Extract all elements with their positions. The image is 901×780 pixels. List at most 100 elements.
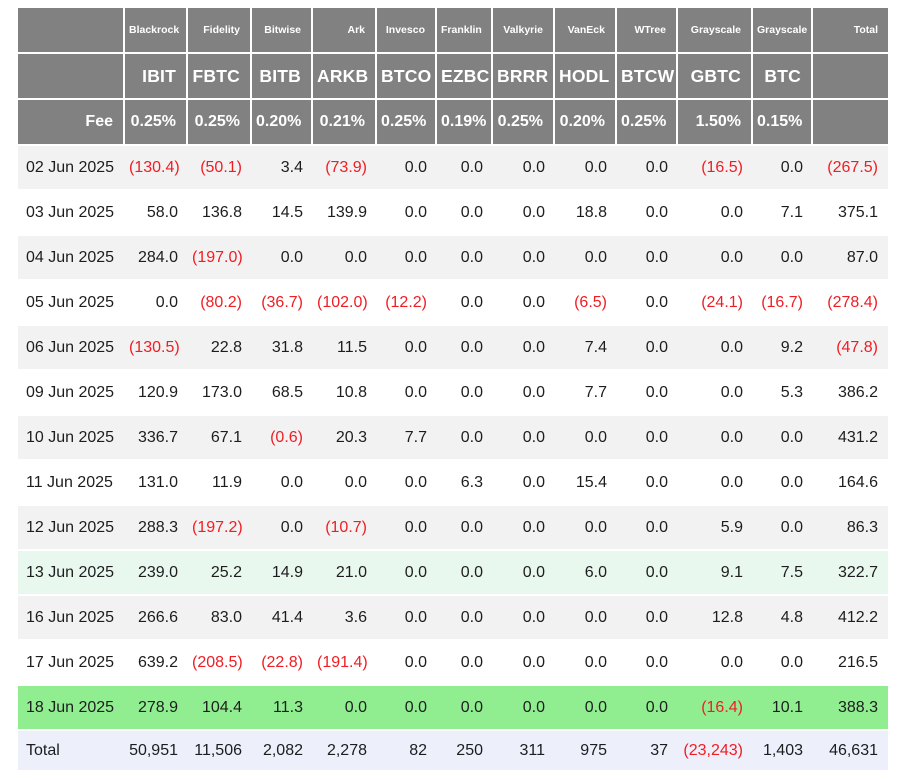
value-cell: 0.0 (437, 371, 493, 416)
value-cell: (24.1) (678, 281, 753, 326)
value-cell: (50.1) (188, 146, 252, 191)
ticker-header-cell: BRRR (493, 54, 555, 100)
value-cell: 7.7 (377, 416, 437, 461)
value-cell: 11.9 (188, 461, 252, 506)
value-cell: 7.4 (555, 326, 617, 371)
corner-header-cell (18, 54, 125, 100)
ticker-header-cell: ARKB (313, 54, 377, 100)
fee-header-cell: 0.20% (252, 100, 313, 146)
total-value-cell: 37 (617, 731, 678, 770)
value-cell: 0.0 (493, 236, 555, 281)
value-cell: 6.0 (555, 551, 617, 596)
value-cell: 239.0 (125, 551, 188, 596)
value-cell: 14.9 (252, 551, 313, 596)
value-cell: 0.0 (753, 461, 813, 506)
value-cell: 136.8 (188, 191, 252, 236)
value-cell: 0.0 (377, 236, 437, 281)
value-cell: 0.0 (437, 326, 493, 371)
value-cell: 7.7 (555, 371, 617, 416)
fee-header-cell: 0.15% (753, 100, 813, 146)
row-total-cell: 87.0 (813, 236, 888, 281)
value-cell: 0.0 (753, 641, 813, 686)
etf-flows-table: Blackrock Fidelity Bitwise Ark Invesco Frankl… (18, 8, 888, 770)
date-cell: 02 Jun 2025 (18, 146, 125, 191)
total-value-cell: 82 (377, 731, 437, 770)
issuer-header-cell: Franklin (437, 8, 493, 54)
ticker-header-cell: GBTC (678, 54, 753, 100)
value-cell: (16.5) (678, 146, 753, 191)
value-cell: 3.4 (252, 146, 313, 191)
value-cell: 0.0 (493, 146, 555, 191)
value-cell: 0.0 (617, 596, 678, 641)
table-row: 04 Jun 2025 284.0 (197.0) 0.0 0.0 0.0 0.0 0.0 0.… (18, 236, 888, 281)
value-cell: 0.0 (377, 371, 437, 416)
row-total-cell: 386.2 (813, 371, 888, 416)
fee-header-cell: 1.50% (678, 100, 753, 146)
value-cell: 0.0 (555, 686, 617, 731)
table-row: 03 Jun 2025 58.0 136.8 14.5 139.9 0.0 0.0 0.0 18… (18, 191, 888, 236)
value-cell: 0.0 (313, 461, 377, 506)
value-cell: 0.0 (493, 551, 555, 596)
value-cell: 0.0 (377, 326, 437, 371)
value-cell: 0.0 (555, 641, 617, 686)
issuer-header-cell: Invesco (377, 8, 437, 54)
fee-header-cell: 0.21% (313, 100, 377, 146)
value-cell: 83.0 (188, 596, 252, 641)
value-cell: 0.0 (252, 461, 313, 506)
ticker-header-cell: BITB (252, 54, 313, 100)
value-cell: 21.0 (313, 551, 377, 596)
value-cell: 10.8 (313, 371, 377, 416)
fee-header-cell: 0.20% (555, 100, 617, 146)
issuer-header-row: Blackrock Fidelity Bitwise Ark Invesco Frankl… (18, 8, 888, 54)
value-cell: 0.0 (617, 686, 678, 731)
value-cell: 25.2 (188, 551, 252, 596)
value-cell: 104.4 (188, 686, 252, 731)
value-cell: (197.0) (188, 236, 252, 281)
row-total-cell: (278.4) (813, 281, 888, 326)
table-row: 11 Jun 2025 131.0 11.9 0.0 0.0 0.0 6.3 0.0 15.4 0… (18, 461, 888, 506)
table-row: 06 Jun 2025 (130.5) 22.8 31.8 11.5 0.0 0.0 0.0 7… (18, 326, 888, 371)
table-row: 16 Jun 2025 266.6 83.0 41.4 3.6 0.0 0.0 0.0 0.0 0… (18, 596, 888, 641)
total-value-cell: 1,403 (753, 731, 813, 770)
value-cell: 10.1 (753, 686, 813, 731)
total-column-spacer-cell (813, 100, 888, 146)
value-cell: 0.0 (377, 596, 437, 641)
value-cell: 12.8 (678, 596, 753, 641)
row-total-cell: 164.6 (813, 461, 888, 506)
value-cell: 0.0 (678, 461, 753, 506)
date-cell: 04 Jun 2025 (18, 236, 125, 281)
ticker-header-cell: EZBC (437, 54, 493, 100)
value-cell: 0.0 (678, 236, 753, 281)
value-cell: 266.6 (125, 596, 188, 641)
value-cell: (208.5) (188, 641, 252, 686)
ticker-header-cell: HODL (555, 54, 617, 100)
value-cell: 0.0 (437, 506, 493, 551)
value-cell: 0.0 (493, 596, 555, 641)
value-cell: (130.4) (125, 146, 188, 191)
value-cell: 58.0 (125, 191, 188, 236)
issuer-header-cell: Fidelity (188, 8, 252, 54)
row-total-cell: 388.3 (813, 686, 888, 731)
value-cell: 0.0 (617, 506, 678, 551)
value-cell: 18.8 (555, 191, 617, 236)
value-cell: 0.0 (493, 281, 555, 326)
value-cell: (102.0) (313, 281, 377, 326)
date-cell: 10 Jun 2025 (18, 416, 125, 461)
date-cell: 09 Jun 2025 (18, 371, 125, 416)
value-cell: 11.3 (252, 686, 313, 731)
value-cell: 0.0 (493, 506, 555, 551)
value-cell: 0.0 (377, 686, 437, 731)
ticker-header-row: IBIT FBTC BITB ARKB BTCO EZBC BRRR HODL BTCW GBTC… (18, 54, 888, 100)
ticker-header-cell: BTCW (617, 54, 678, 100)
date-cell: 17 Jun 2025 (18, 641, 125, 686)
value-cell: 0.0 (437, 146, 493, 191)
value-cell: 22.8 (188, 326, 252, 371)
value-cell: 4.8 (753, 596, 813, 641)
total-value-cell: (23,243) (678, 731, 753, 770)
table-row: 05 Jun 2025 0.0 (80.2) (36.7) (102.0) (12.2) 0… (18, 281, 888, 326)
row-total-cell: 431.2 (813, 416, 888, 461)
value-cell: 284.0 (125, 236, 188, 281)
value-cell: 0.0 (617, 146, 678, 191)
corner-header-cell (18, 8, 125, 54)
value-cell: (0.6) (252, 416, 313, 461)
